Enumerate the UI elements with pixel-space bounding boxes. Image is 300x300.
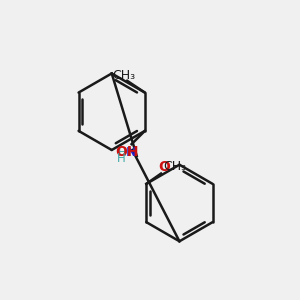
Text: N: N: [126, 146, 137, 159]
Text: CH₃: CH₃: [164, 160, 187, 173]
Text: OH: OH: [116, 146, 139, 159]
Text: H: H: [118, 146, 126, 159]
Text: CH₃: CH₃: [113, 69, 136, 82]
Text: O: O: [158, 160, 170, 174]
Text: H: H: [117, 152, 126, 165]
